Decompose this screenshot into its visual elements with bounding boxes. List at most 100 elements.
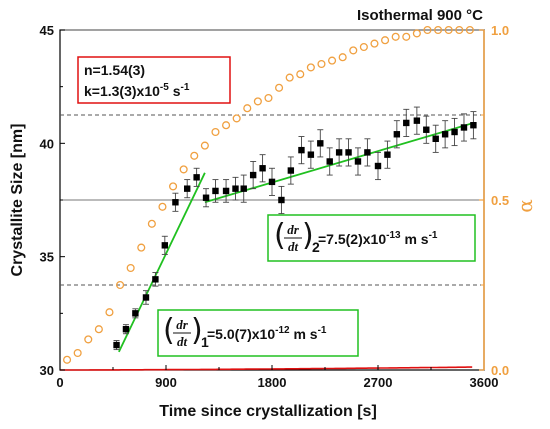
alpha-point <box>211 127 220 137</box>
svg-text:n=1.54(3): n=1.54(3) <box>84 62 145 78</box>
y-tick-label: 40 <box>40 136 54 151</box>
size-point <box>202 194 210 201</box>
alpha-point <box>296 70 305 79</box>
alpha-point <box>338 53 347 62</box>
size-point <box>259 165 266 172</box>
rate1-numerator: dr <box>176 317 189 332</box>
y2-tick-label: 1.0 <box>491 23 509 38</box>
avrami-params-box: n=1.54(3) k=1.3(3)x10-5 s-1 <box>77 56 231 104</box>
alpha-point <box>328 56 337 65</box>
x-tick-label: 0 <box>56 375 63 390</box>
alpha-point <box>105 308 114 317</box>
avrami-k-unit: s <box>169 83 181 99</box>
size-point <box>161 242 169 249</box>
size-point <box>423 126 430 133</box>
size-point <box>113 341 120 349</box>
rate1-unit-exponent: -1 <box>318 325 327 336</box>
size-point <box>307 151 315 158</box>
size-point <box>268 178 276 186</box>
size-point <box>122 326 130 333</box>
alpha-point <box>169 182 178 191</box>
rate1-box: ( dr dt ) 1 =5.0(7)x10-12 m s-1 <box>157 309 359 357</box>
alpha-point <box>370 39 379 48</box>
linear-fit-line <box>118 172 206 353</box>
y-tick-label: 30 <box>40 363 54 378</box>
rate2-value: =7.5(2)x10 <box>318 231 386 247</box>
alpha-point <box>63 355 72 364</box>
size-point <box>287 167 295 174</box>
alpha-point <box>84 335 93 344</box>
alpha-point <box>73 348 82 358</box>
size-point <box>212 187 219 195</box>
size-point <box>354 158 362 165</box>
size-point <box>240 185 247 192</box>
size-point <box>364 149 371 156</box>
size-point <box>184 185 191 192</box>
svg-text:k=1.3(3)x10-5 s-1: k=1.3(3)x10-5 s-1 <box>84 82 190 99</box>
size-point <box>232 185 239 192</box>
size-point <box>374 162 382 170</box>
alpha-point <box>455 25 464 35</box>
alpha-point <box>317 59 326 69</box>
size-point <box>470 122 477 129</box>
size-point <box>326 158 333 165</box>
size-point <box>403 119 410 127</box>
alpha-point <box>126 263 135 273</box>
size-point <box>345 149 352 156</box>
svg-text:=7.5(2)x10-13 m s-1: =7.5(2)x10-13 m s-1 <box>318 230 438 247</box>
alpha-point <box>275 83 284 92</box>
rate2-box: ( dr dt ) 2 =7.5(2)x10-13 m s-1 <box>267 214 476 262</box>
alpha-point <box>423 25 432 35</box>
size-point <box>298 146 305 154</box>
alpha-point <box>434 25 443 35</box>
alpha-point <box>381 36 390 45</box>
alpha-point <box>264 93 273 103</box>
alpha-point <box>359 42 368 52</box>
y2-tick-label: 0.0 <box>491 363 509 378</box>
size-point <box>335 149 343 156</box>
size-point <box>278 196 285 204</box>
alpha-point <box>412 29 421 38</box>
svg-text:): ) <box>302 218 314 253</box>
alpha-point <box>179 165 188 174</box>
rate1-denominator: dt <box>177 334 188 349</box>
alpha-point <box>306 63 315 72</box>
svg-text:=5.0(7)x10-12 m s-1: =5.0(7)x10-12 m s-1 <box>207 325 327 342</box>
rate2-numerator: dr <box>287 222 300 237</box>
avrami-n-text: n=1.54(3) <box>84 62 145 78</box>
rate2-unit: m s <box>401 231 429 247</box>
alpha-point <box>222 121 231 130</box>
svg-text:(: ( <box>274 218 286 253</box>
alpha-point <box>116 280 125 290</box>
size-point <box>152 276 159 283</box>
size-point <box>142 294 150 301</box>
avrami-k-unit-exponent: -1 <box>181 82 190 93</box>
size-point <box>432 135 439 142</box>
alpha-point <box>465 25 474 35</box>
rate1-unit: m s <box>290 326 318 342</box>
size-point <box>249 171 257 179</box>
alpha-point <box>243 104 252 113</box>
rate2-exponent: -13 <box>386 230 401 241</box>
avrami-k-exponent: -5 <box>160 82 169 93</box>
x-tick-label: 900 <box>155 375 177 390</box>
size-point <box>441 131 449 138</box>
rate1-value: =5.0(7)x10 <box>207 326 275 342</box>
size-point <box>413 117 421 124</box>
alpha-point <box>253 97 262 106</box>
size-point <box>384 151 391 158</box>
x-tick-label: 2700 <box>364 375 393 390</box>
alpha-point <box>147 219 156 228</box>
alpha-point <box>137 243 146 252</box>
size-point <box>132 310 139 317</box>
size-point <box>222 187 230 195</box>
svg-text:): ) <box>191 313 203 348</box>
rate2-denominator: dt <box>288 239 299 254</box>
avrami-k-text: k=1.3(3)x10 <box>84 83 160 99</box>
x-tick-label: 3600 <box>470 375 499 390</box>
alpha-point <box>391 32 400 41</box>
rate1-exponent: -12 <box>275 325 290 336</box>
size-point <box>193 174 200 181</box>
size-point <box>460 124 468 131</box>
